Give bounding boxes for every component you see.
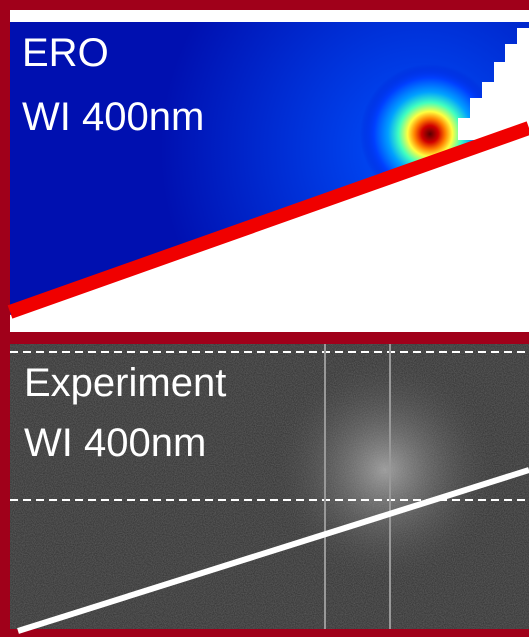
panel-label: WI 400nm	[24, 421, 206, 465]
simulation-panel: ERO WI 400nm	[0, 0, 529, 340]
experiment-panel: Experiment WI 400nm	[0, 340, 529, 637]
blank-strip	[10, 10, 529, 22]
panel-label: Experiment	[24, 361, 226, 405]
figure: ERO WI 400nm Experiment WI 400nm	[0, 0, 529, 637]
panel-label: WI 400nm	[22, 95, 204, 139]
panel-label: ERO	[22, 31, 109, 75]
